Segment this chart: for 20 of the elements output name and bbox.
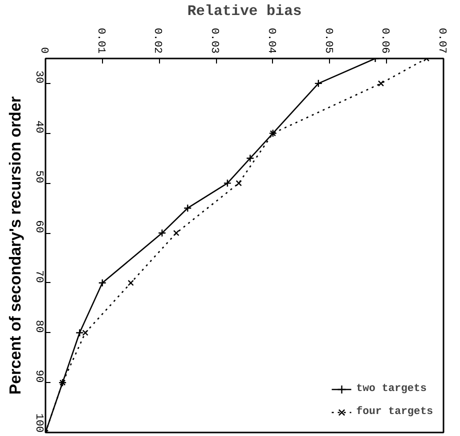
y-tick-label: 90 [32,370,44,383]
x-tick-label: 0.04 [264,28,277,54]
x-axis-title: Relative bias [187,4,302,20]
legend-label: four targets [356,406,433,418]
x-tick-label: 0.05 [322,28,334,54]
y-tick-label: 40 [32,120,44,134]
x-tick-label: 0.01 [94,28,106,54]
y-tick-label: 30 [32,70,44,84]
y-tick-label: 50 [32,170,44,184]
x-tick-label: 0.03 [208,28,220,54]
x-tick-label: 0.02 [151,28,164,54]
legend-label: two targets [356,383,427,395]
y-axis-title: Percent of secondary's recursion order [8,96,24,395]
x-tick-label: 0.07 [436,28,448,54]
y-tick-label: 70 [32,270,44,283]
x-tick-label: 0 [38,47,50,54]
y-tick-label: 80 [32,320,44,333]
y-tick-label: 60 [32,220,44,234]
y-tick-label: 100 [32,413,44,433]
x-tick-label: 0.06 [378,28,391,54]
